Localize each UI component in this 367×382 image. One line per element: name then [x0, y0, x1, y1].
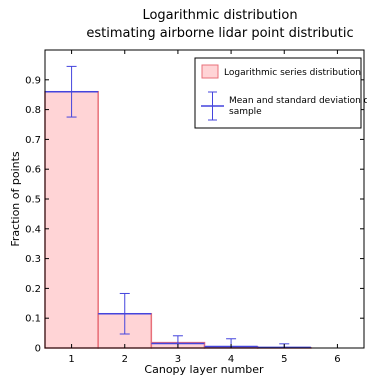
y-tick-label: 0.3 [25, 254, 41, 265]
x-tick-label: 4 [228, 354, 234, 365]
legend-bar-label: Logarithmic series distribution [224, 68, 361, 78]
legend-errorbar-label-line: sample [229, 107, 262, 117]
x-axis-label: Canopy layer number [144, 363, 264, 376]
x-tick-label: 2 [122, 354, 128, 365]
y-tick-label: 0.4 [25, 224, 41, 235]
bar [44, 90, 99, 349]
y-tick-label: 0.7 [25, 135, 41, 146]
y-tick-label: 0.8 [25, 105, 41, 116]
x-tick-label: 3 [175, 354, 181, 365]
legend: Logarithmic series distribution Mean and… [194, 57, 367, 129]
chart-subtitle: estimating airborne lidar point distribu… [86, 26, 353, 41]
x-tick-label: 6 [334, 354, 340, 365]
x-axis-ticks: 1 2 3 4 5 6 [68, 50, 341, 365]
y-axis-ticks: 0 0.1 0.2 0.3 0.4 0.5 0.6 0.7 0.8 0.9 [25, 75, 364, 355]
errorbar-group [45, 65, 311, 349]
y-tick-label: 0.2 [25, 284, 41, 295]
legend-errorbar-label: Mean and standard deviation of sample [229, 96, 367, 117]
y-tick-label: 0.5 [25, 195, 41, 206]
x-tick-label: 5 [281, 354, 287, 365]
chart-title: Logarithmic distribution [142, 8, 297, 23]
y-tick-label: 0.9 [25, 75, 41, 86]
legend-errorbar-swatch [201, 91, 224, 121]
y-tick-label: 0 [35, 344, 41, 355]
y-tick-label: 0.6 [25, 165, 41, 176]
x-tick-label: 1 [68, 354, 74, 365]
y-axis-label: Fraction of points [9, 151, 22, 247]
y-tick-label: 0.1 [25, 314, 41, 325]
legend-errorbar-label-line: Mean and standard deviation of [229, 96, 367, 106]
legend-box [194, 57, 362, 129]
bar-group [44, 90, 312, 349]
legend-bar-swatch [201, 64, 219, 79]
